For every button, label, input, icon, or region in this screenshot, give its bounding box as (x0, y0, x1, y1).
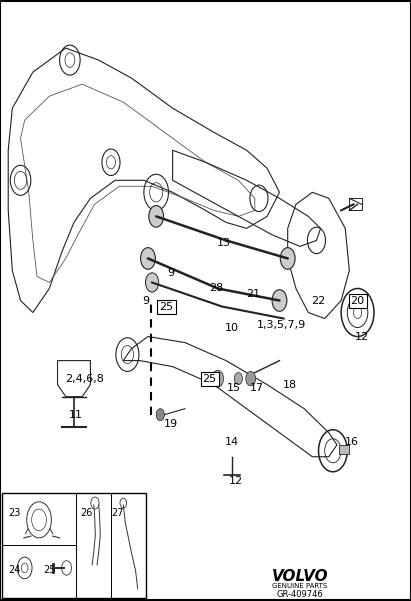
Bar (349, 198, 362, 210)
Text: GENUINE PARTS: GENUINE PARTS (272, 583, 328, 589)
Circle shape (145, 273, 159, 292)
Text: 16: 16 (344, 437, 358, 447)
Text: GR-409746: GR-409746 (277, 591, 323, 599)
Text: VOLVO: VOLVO (272, 570, 328, 584)
Circle shape (156, 409, 164, 421)
Text: 27: 27 (111, 508, 123, 518)
Text: 25: 25 (43, 565, 55, 575)
Text: 15: 15 (227, 383, 241, 392)
Text: 20: 20 (351, 296, 365, 305)
Text: 12: 12 (355, 332, 369, 341)
Circle shape (141, 248, 155, 269)
Text: 19: 19 (164, 419, 178, 429)
FancyBboxPatch shape (2, 493, 146, 598)
Text: 11: 11 (69, 410, 83, 419)
Text: 1,3,5,7,9: 1,3,5,7,9 (257, 320, 306, 329)
Text: 25: 25 (159, 302, 173, 311)
Text: 21: 21 (246, 290, 260, 299)
Text: 25: 25 (203, 374, 217, 383)
Circle shape (212, 370, 224, 387)
Circle shape (149, 206, 164, 227)
Text: 23: 23 (8, 508, 21, 518)
Circle shape (234, 373, 242, 385)
Text: 2,4,6,8: 2,4,6,8 (65, 374, 104, 383)
Text: 28: 28 (209, 284, 223, 293)
Text: 9: 9 (167, 269, 174, 278)
Text: 18: 18 (283, 380, 297, 389)
Text: 24: 24 (8, 565, 21, 575)
Text: 14: 14 (225, 437, 239, 447)
Text: 13: 13 (217, 239, 231, 248)
Text: 12: 12 (229, 476, 243, 486)
Text: 26: 26 (80, 508, 92, 518)
Bar (339, 445, 349, 454)
Text: 17: 17 (250, 383, 264, 392)
Text: 10: 10 (225, 323, 239, 332)
Circle shape (272, 290, 287, 311)
Circle shape (280, 248, 295, 269)
Text: 9: 9 (142, 296, 150, 305)
Text: 22: 22 (312, 296, 326, 305)
Circle shape (246, 371, 256, 386)
